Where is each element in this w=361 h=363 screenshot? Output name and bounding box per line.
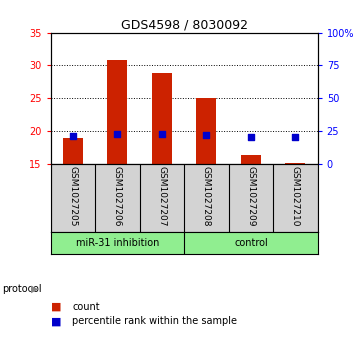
Point (114, 131, 120, 136)
Text: ■: ■ (51, 316, 61, 326)
Point (292, 135, 298, 140)
Bar (107, 60, 127, 164)
Text: GSM1027208: GSM1027208 (202, 166, 211, 226)
Text: percentile rank within the sample: percentile rank within the sample (72, 316, 237, 326)
Text: GSM1027209: GSM1027209 (247, 166, 255, 226)
Point (159, 131, 165, 136)
Text: count: count (72, 302, 100, 312)
Point (248, 134, 254, 139)
Point (204, 132, 209, 138)
Text: protocol: protocol (2, 284, 42, 294)
Title: GDS4598 / 8030092: GDS4598 / 8030092 (121, 19, 248, 32)
Text: ■: ■ (51, 302, 61, 312)
Text: GSM1027207: GSM1027207 (157, 166, 166, 226)
Bar (63, 138, 83, 164)
Bar (152, 73, 172, 164)
Text: GSM1027206: GSM1027206 (113, 166, 122, 226)
Bar (196, 98, 216, 164)
Text: GSM1027205: GSM1027205 (68, 166, 77, 226)
Text: GSM1027210: GSM1027210 (291, 166, 300, 226)
Text: control: control (234, 238, 268, 248)
Bar (241, 155, 261, 164)
Text: ▶: ▶ (31, 284, 38, 294)
Point (70, 133, 76, 139)
Text: miR-31 inhibition: miR-31 inhibition (76, 238, 159, 248)
